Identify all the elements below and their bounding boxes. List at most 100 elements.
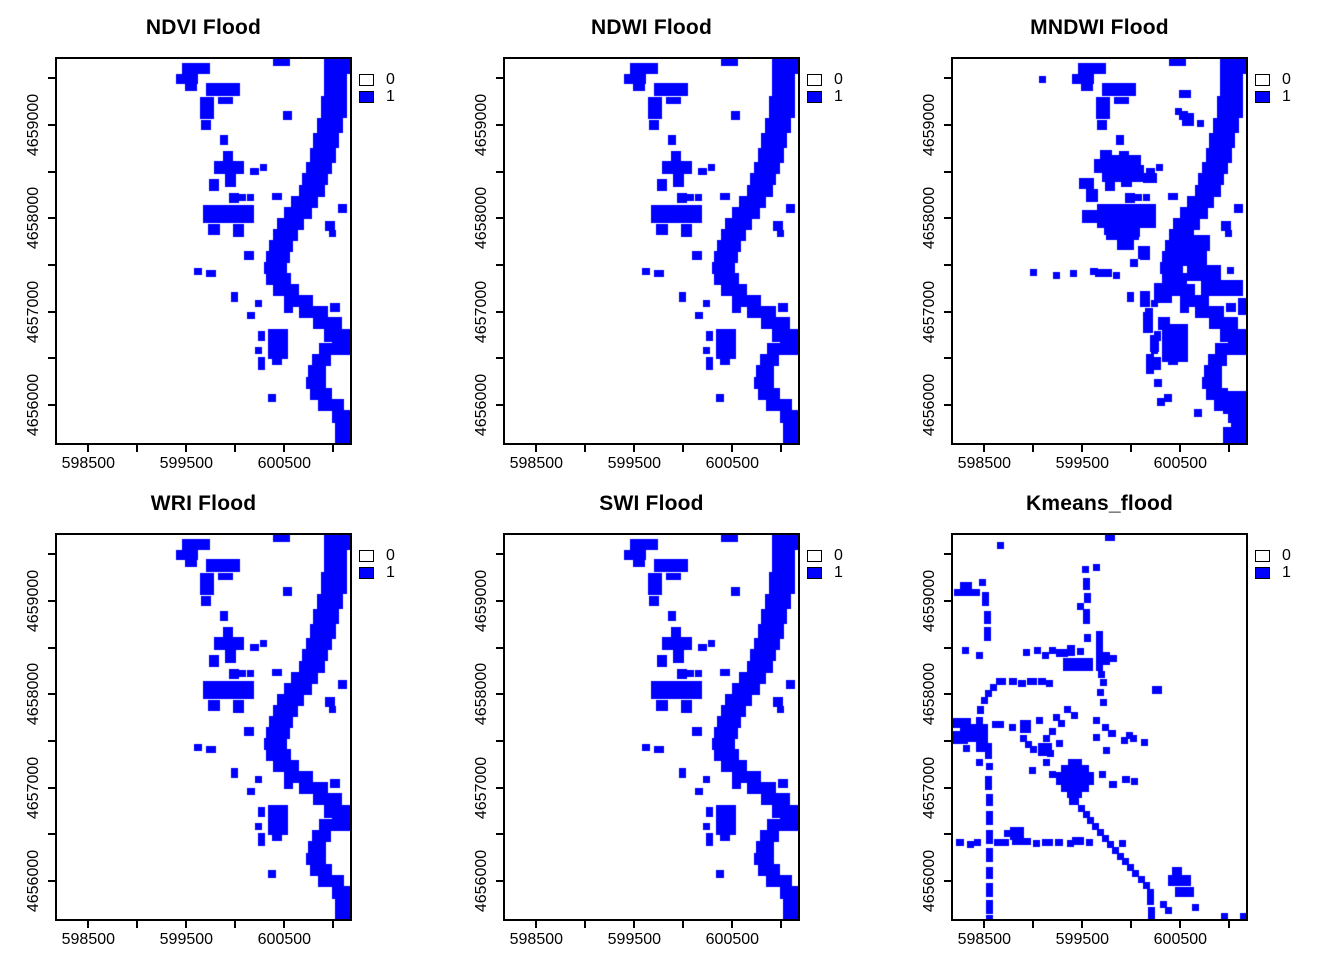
y-tick [496,786,503,789]
y-tick [48,357,55,360]
plot-area [951,57,1248,445]
x-tick [1081,921,1084,928]
y-tick [48,170,55,173]
y-tick [48,124,55,127]
legend-item-0: 0 [359,547,395,564]
panel-title: SWI Flood [599,492,704,515]
y-tick [496,693,503,696]
flood-raster-canvas [57,59,350,443]
y-tick-label: 4659000 [473,569,490,633]
x-tick [1179,445,1182,452]
y-tick-label: 4658000 [25,663,42,726]
x-tick [1179,921,1182,928]
y-tick [944,786,951,789]
x-tick [535,921,538,928]
legend-item-0: 0 [359,71,395,88]
y-tick-label: 4657000 [473,280,490,343]
legend-label-dry: 0 [1282,547,1291,564]
x-tick [87,445,90,452]
x-tick [87,921,90,928]
x-tick [234,445,237,452]
legend-swatch-dry [807,73,822,86]
y-tick [496,833,503,836]
legend-swatch-flood [359,566,374,579]
legend: 0 1 [1255,547,1291,581]
y-tick-label: 4656000 [473,849,490,913]
y-tick-label: 4658000 [921,663,938,726]
x-tick [584,445,587,452]
x-tick [1081,445,1084,452]
x-tick [682,921,685,928]
x-tick-label: 598500 [61,455,116,472]
y-tick [944,833,951,836]
legend-swatch-flood [1255,566,1270,579]
y-tick [944,646,951,649]
y-tick [944,553,951,556]
x-tick-label: 599500 [159,931,214,948]
x-tick [283,445,286,452]
plot-area [503,533,800,921]
x-tick-label: 598500 [957,931,1012,948]
flood-raster-canvas [953,535,1246,919]
y-tick-label: 4656000 [921,373,938,437]
y-tick [944,693,951,696]
legend-label-dry: 0 [834,71,843,88]
y-tick [496,646,503,649]
y-tick [496,170,503,173]
legend-swatch-dry [359,549,374,562]
x-tick-label: 599500 [159,455,214,472]
y-tick [944,310,951,313]
legend-item-1: 1 [359,564,395,581]
x-tick-label: 600500 [1153,931,1208,948]
legend-item-0: 0 [807,547,843,564]
x-tick [136,921,139,928]
legend-item-0: 0 [1255,71,1291,88]
y-tick-label: 4656000 [25,849,42,913]
x-tick [185,921,188,928]
y-tick-label: 4657000 [921,756,938,819]
x-tick [1032,921,1035,928]
legend-label-flood: 1 [834,564,843,581]
legend-swatch-dry [1255,73,1270,86]
x-tick [136,445,139,452]
flood-raster-canvas [505,535,798,919]
y-tick [944,217,951,220]
y-tick [496,357,503,360]
legend-item-0: 0 [1255,547,1291,564]
legend-label-dry: 0 [386,71,395,88]
x-tick [983,445,986,452]
y-tick-label: 4657000 [25,280,42,343]
y-tick-label: 4658000 [25,187,42,250]
x-tick-label: 599500 [1055,931,1110,948]
legend-swatch-flood [359,90,374,103]
x-tick [185,445,188,452]
y-tick [496,600,503,603]
x-tick [633,921,636,928]
legend-item-1: 1 [1255,564,1291,581]
x-tick-label: 599500 [607,455,662,472]
x-tick [234,921,237,928]
y-tick [944,739,951,742]
legend-item-0: 0 [807,71,843,88]
y-tick [48,553,55,556]
y-tick [944,403,951,406]
y-tick-label: 4659000 [25,569,42,633]
x-tick-label: 598500 [509,931,564,948]
x-tick [731,445,734,452]
y-tick [48,310,55,313]
legend-item-1: 1 [359,88,395,105]
x-tick-label: 600500 [257,455,312,472]
y-tick-label: 4656000 [473,373,490,437]
y-tick-label: 4658000 [921,187,938,250]
legend-swatch-flood [807,566,822,579]
x-tick [1032,445,1035,452]
x-tick [682,445,685,452]
y-tick [496,217,503,220]
x-tick [780,921,783,928]
y-tick [48,77,55,80]
plot-area [503,57,800,445]
x-tick-label: 599500 [607,931,662,948]
y-tick [48,693,55,696]
legend-label-dry: 0 [1282,71,1291,88]
